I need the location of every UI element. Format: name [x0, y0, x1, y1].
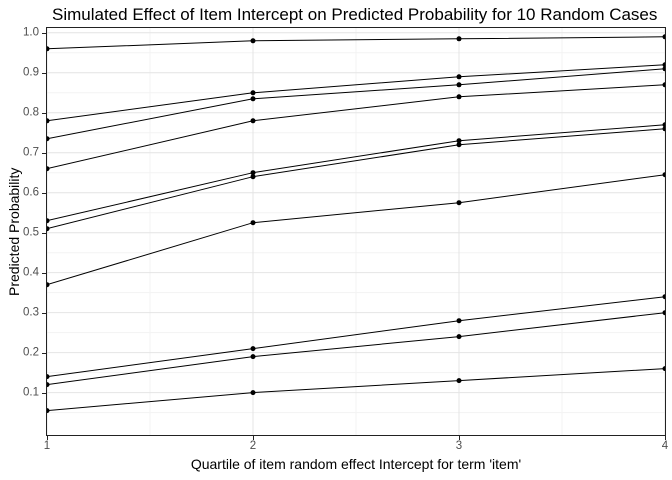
plot-panel: [46, 27, 666, 436]
y-tick-label: 0.2: [23, 346, 39, 359]
x-tick-label: 1: [43, 440, 51, 452]
data-point: [456, 142, 462, 148]
x-tick-label: 4: [661, 440, 669, 452]
y-tick-mark: [42, 153, 46, 154]
gridlines-major: [47, 28, 665, 435]
y-tick-mark: [42, 113, 46, 114]
y-tick-mark: [42, 313, 46, 314]
x-tick-label: 3: [455, 440, 463, 452]
data-point: [250, 174, 256, 180]
plot-area: [47, 28, 665, 435]
data-point: [47, 118, 50, 124]
data-point: [250, 170, 256, 176]
data-point: [250, 90, 256, 96]
data-point: [47, 382, 50, 388]
y-tick-mark: [42, 33, 46, 34]
series-line: [47, 174, 665, 286]
series-line: [47, 36, 665, 50]
data-point: [250, 346, 256, 352]
series-line: [47, 296, 665, 378]
x-tick-mark: [459, 436, 460, 440]
data-point: [662, 172, 665, 178]
data-point: [250, 118, 256, 124]
data-point: [662, 66, 665, 72]
data-point: [456, 200, 462, 206]
x-tick-mark: [253, 436, 254, 440]
data-point: [47, 282, 50, 288]
y-tick-label: 0.3: [23, 306, 39, 319]
data-point: [250, 96, 256, 102]
data-point: [456, 94, 462, 100]
data-point: [456, 334, 462, 340]
y-tick-mark: [42, 73, 46, 74]
data-point: [47, 218, 50, 224]
y-tick-label: 0.8: [23, 106, 39, 119]
data-point: [250, 390, 256, 396]
y-tick-mark: [42, 273, 46, 274]
y-tick-label: 0.7: [23, 146, 39, 159]
x-axis-title: Quartile of item random effect Intercept…: [190, 456, 522, 472]
data-point: [662, 122, 665, 128]
data-point: [456, 378, 462, 384]
y-tick-label: 1.0: [23, 26, 39, 39]
y-tick-mark: [42, 393, 46, 394]
series-line: [47, 84, 665, 170]
data-point: [250, 220, 256, 226]
data-point: [47, 408, 50, 414]
y-tick-label: 0.1: [23, 386, 39, 399]
y-tick-label: 0.4: [23, 266, 39, 279]
series-lines: [47, 36, 665, 412]
data-point: [47, 226, 50, 232]
data-point: [662, 62, 665, 68]
y-tick-label: 0.6: [23, 186, 39, 199]
series-line: [47, 368, 665, 412]
data-point: [47, 136, 50, 142]
data-point: [662, 366, 665, 372]
x-tick-label: 2: [249, 440, 257, 452]
data-point: [47, 46, 50, 52]
data-point: [662, 82, 665, 88]
data-point: [662, 310, 665, 316]
x-tick-mark: [665, 436, 666, 440]
y-tick-mark: [42, 193, 46, 194]
data-point: [662, 34, 665, 40]
y-tick-mark: [42, 353, 46, 354]
data-point: [456, 138, 462, 144]
data-point: [456, 36, 462, 42]
series-points: [47, 34, 665, 414]
data-point: [456, 82, 462, 88]
y-tick-label: 0.9: [23, 66, 39, 79]
series-line: [47, 312, 665, 386]
y-tick-label: 0.5: [23, 226, 39, 239]
data-point: [47, 374, 50, 380]
series-line: [47, 68, 665, 140]
data-point: [47, 166, 50, 172]
data-point: [456, 74, 462, 80]
data-point: [250, 38, 256, 44]
data-point: [662, 126, 665, 132]
data-point: [662, 294, 665, 300]
chart-title: Simulated Effect of Item Intercept on Pr…: [52, 5, 658, 24]
series-line: [47, 64, 665, 122]
x-tick-mark: [47, 436, 48, 440]
y-tick-mark: [42, 233, 46, 234]
series-line: [47, 128, 665, 230]
data-point: [456, 318, 462, 324]
data-point: [250, 354, 256, 360]
series-line: [47, 124, 665, 222]
